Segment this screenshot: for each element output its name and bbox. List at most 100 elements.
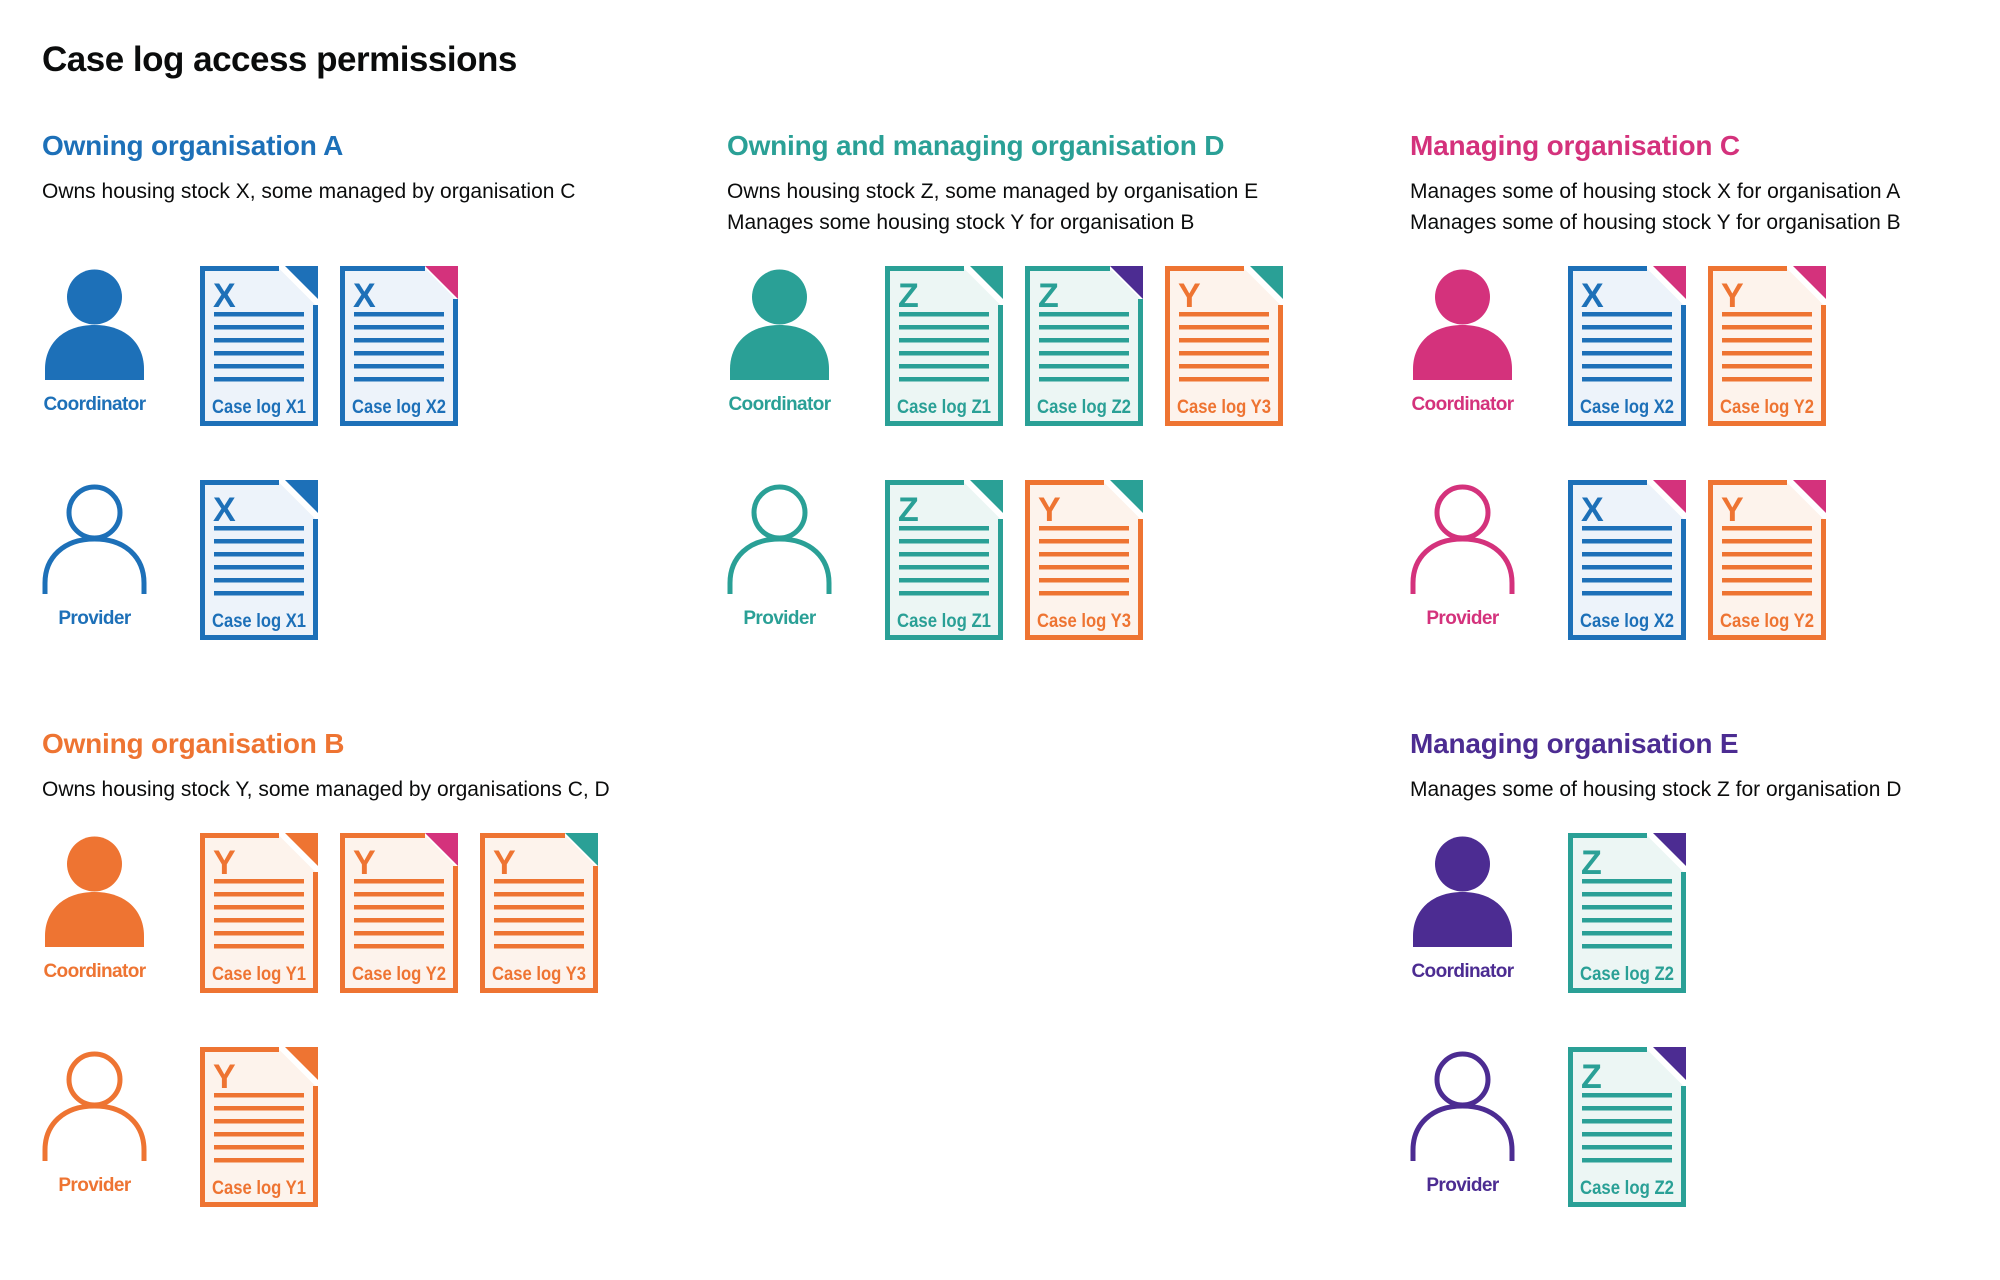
doc-border (885, 480, 1003, 640)
doc-stock-letter: Y (1038, 491, 1061, 529)
doc-text-line (214, 338, 304, 343)
org-section-d: Owning and managing organisation D Owns … (727, 128, 1387, 694)
doc-text-line (1582, 552, 1672, 557)
doc-border (200, 480, 318, 640)
doc-fold-corner (970, 480, 1003, 513)
doc-border (1568, 1047, 1686, 1207)
doc-text-line (899, 351, 989, 356)
org-subtitle: Manages some of housing stock X for orga… (1410, 176, 2000, 238)
person-cell: Provider (42, 480, 200, 630)
doc-text-line (1582, 931, 1672, 936)
doc-text-line (1582, 1132, 1672, 1137)
doc-text-line (354, 879, 444, 884)
person-body (45, 325, 144, 380)
doc-body (1710, 482, 1824, 638)
doc-text-line (214, 377, 304, 382)
case-log-doc-icon: Y Case log Y3 (1025, 480, 1143, 640)
doc-text-line (214, 1158, 304, 1163)
doc-border (1165, 266, 1283, 426)
doc-border (340, 833, 458, 993)
doc-text-line (1582, 364, 1672, 369)
case-log-doc-case-log-x2: X Case log X2 (340, 266, 458, 426)
doc-text-line (1582, 918, 1672, 923)
doc-stock-letter: Z (898, 491, 919, 529)
org-title: Owning and managing organisation D (727, 130, 1225, 161)
doc-text-line (214, 879, 304, 884)
doc-text-line (1582, 892, 1672, 897)
doc-stock-letter: Y (353, 844, 376, 882)
doc-label: Case log Z1 (897, 397, 991, 418)
doc-stock-letter: X (1581, 491, 1604, 529)
doc-text-line (1722, 351, 1812, 356)
permission-row-coordinator: Coordinator X Case log X1 X Case log X2 (42, 266, 702, 438)
person-cell: Provider (727, 480, 885, 630)
doc-label: Case log Z1 (897, 611, 991, 632)
doc-text-line (1039, 552, 1129, 557)
doc-border (1708, 480, 1826, 640)
doc-text-line (1722, 526, 1812, 531)
doc-text-line (899, 526, 989, 531)
org-subtitle-line: Manages some of housing stock X for orga… (1410, 180, 1901, 203)
case-log-docs: Y Case log Y1 (200, 1047, 318, 1207)
doc-text-line (899, 591, 989, 596)
case-log-doc-case-log-y3: Y Case log Y3 (1025, 480, 1143, 640)
person-cell: Coordinator (1410, 833, 1568, 983)
person-body (727, 536, 832, 594)
person-head (1434, 1051, 1491, 1108)
case-log-doc-case-log-z2: Z Case log Z2 (1025, 266, 1143, 426)
doc-text-line (214, 931, 304, 936)
doc-stock-letter: Z (1038, 277, 1059, 315)
case-log-doc-icon: Z Case log Z1 (885, 480, 1003, 640)
doc-text-line (214, 892, 304, 897)
doc-text-line (214, 905, 304, 910)
person-figure: Coordinator (42, 266, 147, 416)
doc-stock-letter: X (213, 277, 236, 315)
case-log-docs: X Case log X2 Y Case log Y2 (1568, 480, 1826, 640)
case-log-doc-case-log-x2: X Case log X2 (1568, 480, 1686, 640)
org-permission-rows: Coordinator Z Case log Z1 Z Case log Z2 … (727, 266, 1387, 652)
doc-border (1708, 266, 1826, 426)
case-log-doc-icon: X Case log X2 (1568, 480, 1686, 640)
doc-text-line (1722, 578, 1812, 583)
doc-body (202, 1049, 316, 1205)
doc-stock-letter: Y (1721, 491, 1744, 529)
role-label: Coordinator (43, 961, 146, 982)
case-log-doc-icon: Y Case log Y2 (340, 833, 458, 993)
role-label: Coordinator (43, 394, 146, 415)
doc-text-line (899, 565, 989, 570)
doc-text-line (1039, 565, 1129, 570)
person-outline-icon (1410, 1051, 1515, 1161)
role-label: Coordinator (728, 394, 831, 415)
doc-body (1027, 268, 1141, 424)
doc-label: Case log Y1 (212, 964, 306, 985)
person-filled-icon (45, 269, 144, 380)
doc-text-line (1722, 325, 1812, 330)
person-figure: Provider (727, 480, 832, 630)
doc-text-line (494, 944, 584, 949)
doc-text-line (1179, 325, 1269, 330)
doc-text-line (899, 364, 989, 369)
doc-fold-corner (285, 480, 318, 513)
case-log-docs: X Case log X1 (200, 480, 318, 640)
role-label: Coordinator (1411, 961, 1514, 982)
case-log-docs: X Case log X2 Y Case log Y2 (1568, 266, 1826, 426)
doc-text-line (214, 312, 304, 317)
doc-text-line (1179, 377, 1269, 382)
org-subtitle-line: Manages some of housing stock Z for orga… (1410, 778, 1902, 801)
person-head (752, 269, 807, 325)
doc-text-line (494, 931, 584, 936)
doc-fold-corner (425, 266, 458, 299)
doc-fold-corner (1653, 266, 1686, 299)
org-permission-rows: Coordinator Z Case log Z2 Provider Z Cas… (1410, 833, 2000, 1219)
org-section-c: Managing organisation C Manages some of … (1410, 128, 2000, 694)
case-log-doc-icon: Y Case log Y1 (200, 833, 318, 993)
doc-text-line (214, 1106, 304, 1111)
doc-stock-letter: Y (493, 844, 516, 882)
doc-text-line (1582, 526, 1672, 531)
person-figure: Provider (1410, 1047, 1515, 1197)
doc-fold-corner (1793, 266, 1826, 299)
person-body (45, 892, 144, 947)
doc-text-line (1582, 1093, 1672, 1098)
person-outline-icon (727, 484, 832, 594)
doc-text-line (214, 1119, 304, 1124)
